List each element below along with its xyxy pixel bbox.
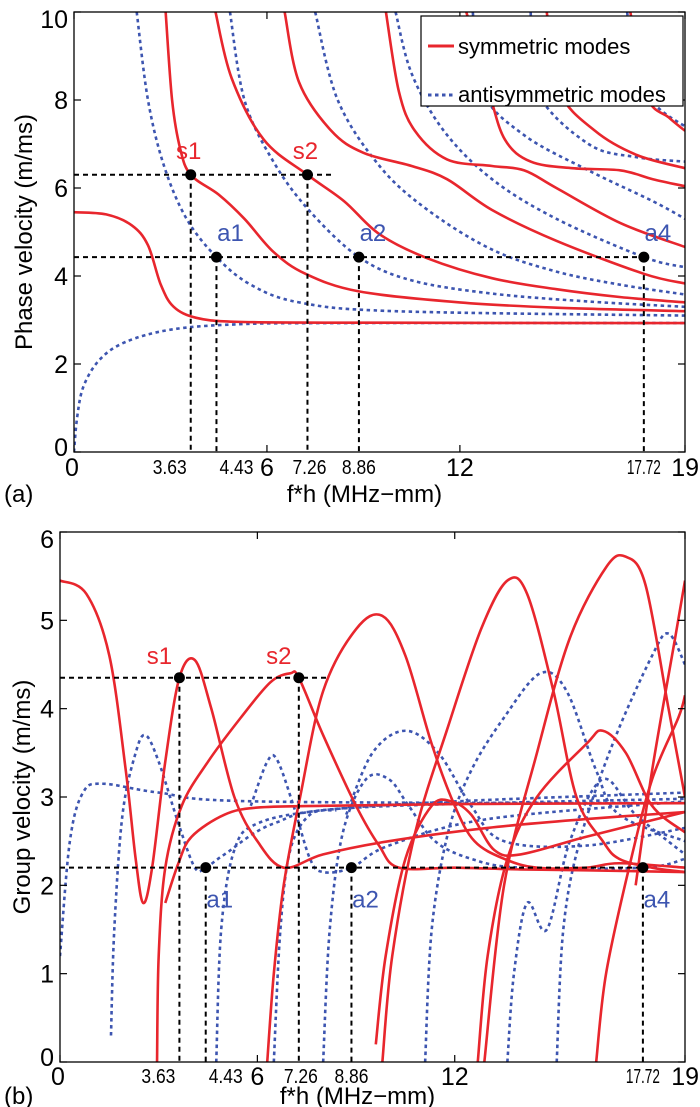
point-label-s1: s1	[147, 643, 172, 670]
x-tick-label: 6	[250, 1063, 264, 1091]
y-axis-label: Phase velocity (m/ms)	[11, 114, 38, 350]
y-tick-label: 3	[40, 784, 54, 812]
x-tick-label: 19	[671, 1063, 699, 1091]
symmetric-mode-0	[60, 579, 685, 905]
point-label-a1: a1	[206, 887, 233, 914]
x-tick-label-special: 7.26	[284, 1066, 318, 1088]
x-tick-label-special: 17.72	[626, 1066, 660, 1088]
antisymmetric-mode-8	[506, 777, 685, 1062]
x-tick-label-special: 17.72	[627, 457, 661, 479]
y-tick-label: 2	[40, 872, 54, 900]
y-tick-label: 10	[40, 6, 68, 34]
antisymmetric-mode-3	[249, 753, 685, 874]
x-tick-label-special: 4.43	[209, 1066, 243, 1088]
point-s1	[173, 672, 185, 684]
symmetric-mode-1	[164, 12, 685, 313]
x-axis-label: f*h (MHz−mm)	[287, 481, 442, 508]
x-tick-label: 12	[441, 1063, 469, 1091]
point-label-s2: s2	[293, 138, 318, 165]
legend-box	[420, 15, 684, 107]
x-tick-label-special: 3.63	[153, 457, 187, 479]
point-label-s1: s1	[176, 138, 201, 165]
symmetric-mode-8	[594, 695, 685, 1062]
panel-label: (a)	[4, 481, 33, 508]
antisymmetric-mode-7	[423, 670, 685, 1062]
antisymmetric-mode-6	[344, 729, 685, 849]
antisymmetric-mode-1	[109, 733, 685, 1036]
x-tick-label-special: 8.86	[334, 1066, 368, 1088]
axes-box	[59, 531, 686, 1063]
symmetric-mode-7	[483, 553, 685, 1062]
symmetric-mode-4	[384, 12, 685, 249]
y-tick-label: 4	[40, 696, 54, 724]
y-axis-label: Group velocity (m/ms)	[9, 680, 36, 915]
axes-box	[73, 11, 686, 453]
antisymmetric-mode-9	[555, 632, 685, 1062]
x-tick-label: 19	[671, 454, 699, 482]
y-tick-label: 2	[54, 351, 68, 379]
symmetric-mode-4	[374, 798, 685, 1045]
y-tick-label: 5	[40, 607, 54, 635]
symmetric-mode-5	[381, 576, 685, 1062]
y-tick-label: 1	[40, 961, 54, 989]
point-a1	[210, 251, 222, 263]
point-label-s2: s2	[266, 643, 291, 670]
y-tick-label: 4	[54, 263, 68, 291]
x-tick-label: 0	[65, 454, 79, 482]
curves	[74, 12, 685, 452]
x-axis-label: f*h (MHz−mm)	[280, 1083, 435, 1107]
y-tick-label: 6	[40, 526, 54, 554]
point-label-a2: a2	[360, 220, 387, 247]
point-s1	[185, 169, 197, 181]
legend-symmetric-label: symmetric modes	[458, 34, 630, 59]
y-tick-label: 8	[54, 87, 68, 115]
legend: symmetric modes antisymmetric modes	[420, 15, 684, 107]
symmetric-mode-3	[283, 12, 685, 285]
curves	[60, 553, 685, 1062]
symmetric-mode-0	[74, 210, 685, 325]
x-tick-label: 0	[51, 1063, 65, 1091]
x-tick-label-special: 4.43	[219, 457, 253, 479]
y-tick-label: 6	[54, 175, 68, 203]
point-a2	[353, 251, 365, 263]
antisymmetric-mode-5	[321, 772, 685, 1062]
x-tick-label: 6	[260, 454, 274, 482]
x-tick-label: 12	[446, 454, 474, 482]
phase-velocity-chart: s1 s2 a1 a2 a4 0 2 4 6 8 10 0 6 12 19 3.63 4.43 7.26 8.86 1…	[4, 6, 699, 508]
point-a2	[345, 862, 357, 874]
point-a1	[200, 862, 212, 874]
point-s2	[293, 672, 305, 684]
point-label-a4: a4	[644, 220, 671, 247]
symmetric-mode-9	[634, 580, 685, 886]
antisymmetric-mode-0	[74, 321, 685, 452]
antisymmetric-mode-0	[60, 782, 685, 957]
y-tick-label: 0	[54, 434, 68, 462]
antisymmetric-mode-3	[313, 12, 685, 296]
antisymmetric-mode-4	[394, 12, 685, 269]
symmetric-mode-2	[214, 12, 685, 304]
y-tick-label: 0	[40, 1044, 54, 1072]
point-s2	[301, 169, 313, 181]
point-label-a1: a1	[217, 220, 244, 247]
antisymmetric-mode-2	[214, 791, 685, 1062]
symmetric-mode-6	[476, 729, 685, 1062]
point-label-a2: a2	[352, 887, 379, 914]
antisymmetric-mode-1	[135, 12, 685, 317]
symmetric-mode-1	[164, 801, 685, 904]
x-tick-label-special: 8.86	[342, 457, 376, 479]
x-tick-label-special: 7.26	[292, 457, 326, 479]
panel-label: (b)	[4, 1083, 33, 1107]
legend-antisymmetric-label: antisymmetric modes	[458, 82, 666, 107]
point-a4	[637, 862, 649, 874]
symmetric-mode-3	[265, 613, 685, 1062]
antisymmetric-mode-4	[272, 808, 337, 1062]
x-tick-label-special: 3.63	[141, 1066, 175, 1088]
point-a4	[638, 251, 650, 263]
point-label-a4: a4	[644, 887, 671, 914]
